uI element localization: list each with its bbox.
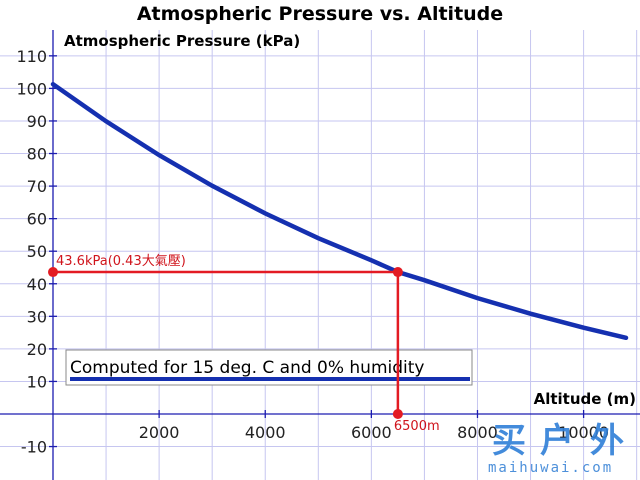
watermark-char-1: 买 [492, 421, 526, 461]
pressure-label: 43.6kPa(0.43大氣壓) [56, 254, 186, 269]
y-tick-label-20: 20 [27, 340, 47, 359]
y-tick-label-40: 40 [27, 275, 47, 294]
y-tick-label-80: 80 [27, 145, 47, 164]
chart-title: Atmospheric Pressure vs. Altitude [137, 3, 503, 25]
y-tick-label-60: 60 [27, 210, 47, 229]
y-tick-label-90: 90 [27, 112, 47, 131]
x-tick-label-8000: 8000 [457, 423, 498, 442]
y-tick-label-100: 100 [16, 79, 47, 98]
x-axis-label: Altitude (m) [534, 390, 636, 408]
y-axis-label: Atmospheric Pressure (kPa) [64, 32, 300, 50]
marker-dot-y-axis [48, 267, 58, 278]
x-tick-label-2000: 2000 [139, 423, 180, 442]
tick-labels: 2000 4000 6000 8000 10000 -10 10 20 30 40 50 60 70 80… [16, 47, 609, 457]
watermark-site: maihuwai.com [488, 460, 613, 476]
axes [0, 30, 640, 480]
y-tick-label-110: 110 [16, 47, 47, 66]
y-tick-label-70: 70 [27, 177, 47, 196]
note-text: Computed for 15 deg. C and 0% humidity [70, 358, 425, 378]
marker: 43.6kPa(0.43大氣壓) 6500m [48, 254, 440, 434]
y-tick-label-30: 30 [27, 307, 47, 326]
series-line-0 [50, 81, 629, 341]
x-tick-label-6000: 6000 [351, 423, 392, 442]
marker-dot-x-axis [392, 409, 403, 419]
y-tick-label--10: -10 [21, 438, 47, 457]
watermark-char-2: 户 [540, 421, 574, 461]
x-tick-label-10000: 10000 [558, 423, 609, 442]
altitude-label: 6500m [394, 419, 440, 434]
note-box: Computed for 15 deg. C and 0% humidity [65, 349, 473, 386]
watermark: 买 户 外 maihuwai.com [488, 421, 624, 476]
watermark-char-3: 外 [590, 421, 624, 461]
marker-dot-point [392, 267, 403, 278]
y-tick-label-10: 10 [27, 372, 47, 391]
x-tick-label-4000: 4000 [245, 423, 286, 442]
y-tick-label-50: 50 [27, 242, 47, 261]
series [50, 81, 629, 341]
